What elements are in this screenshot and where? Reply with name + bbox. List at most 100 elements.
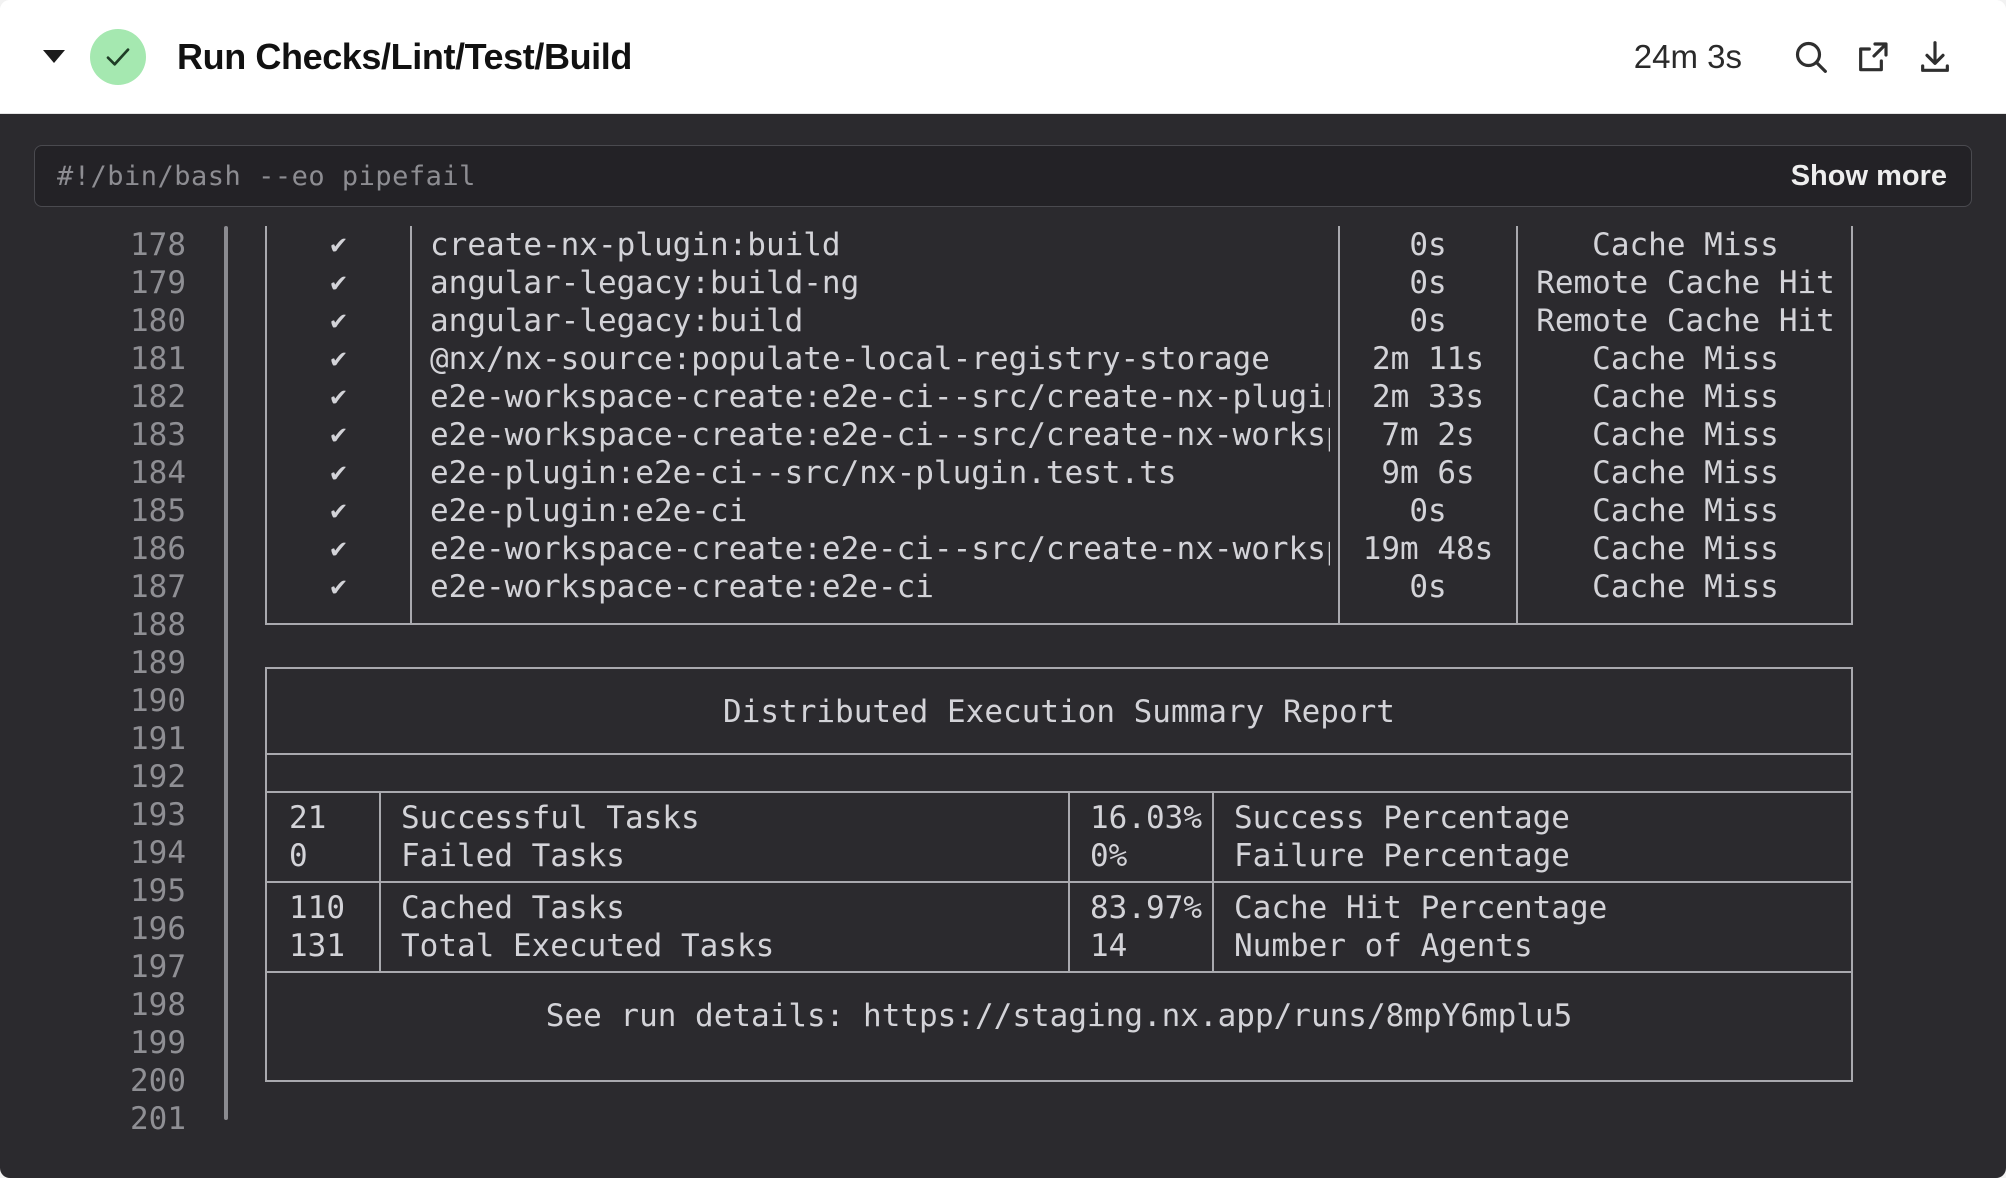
line-number: 197 (130, 949, 186, 985)
task-cache-status: Cache Miss (1592, 455, 1779, 491)
summary-run-details-link[interactable]: See run details: https://staging.nx.app/… (545, 998, 1573, 1034)
table-divider (1068, 793, 1070, 881)
task-status-check-icon: ✔ (330, 267, 347, 298)
stat-percent-label: Success Percentage (1234, 800, 1570, 836)
task-status-check-icon: ✔ (330, 381, 347, 412)
task-name: @nx/nx-source:populate-local-registry-st… (430, 341, 1270, 377)
stat-percent-label: Failure Percentage (1234, 838, 1570, 874)
show-more-button[interactable]: Show more (1790, 159, 1947, 192)
summary-row: 21 Successful Tasks 16.03% Success Perce… (267, 799, 1851, 837)
log-console: Show more 178179180181182183184185186187… (0, 114, 2006, 1178)
command-searchbar[interactable]: Show more (34, 145, 1972, 207)
table-row: ✔ @nx/nx-source:populate-local-registry-s… (267, 340, 1851, 378)
line-number: 184 (130, 455, 186, 491)
table-divider (1212, 793, 1214, 881)
task-cache-status: Cache Miss (1592, 379, 1779, 415)
stat-percent-label: Number of Agents (1234, 928, 1533, 964)
line-number: 179 (130, 265, 186, 301)
stat-percent: 14 (1090, 928, 1128, 964)
summary-row: 110 Cached Tasks 83.97% Cache Hit Percen… (267, 889, 1851, 927)
line-number: 181 (130, 341, 186, 377)
line-number: 187 (130, 569, 186, 605)
task-status-check-icon: ✔ (330, 457, 347, 488)
line-number: 189 (130, 645, 186, 681)
task-duration: 0s (1409, 227, 1447, 263)
external-link-icon (1859, 41, 1888, 71)
open-external-button[interactable] (1842, 26, 1904, 88)
summary-title: Distributed Execution Summary Report (267, 669, 1851, 755)
task-cache-status: Cache Miss (1592, 417, 1779, 453)
page-title: Run Checks/Lint/Test/Build (177, 35, 632, 77)
table-row: ✔ e2e-plugin:e2e-ci 0s Cache Miss (267, 492, 1851, 530)
expand-collapse-toggle[interactable] (34, 50, 74, 63)
download-icon (1921, 40, 1949, 72)
search-button[interactable] (1780, 26, 1842, 88)
table-divider (1516, 226, 1518, 623)
task-duration: 2m 11s (1372, 341, 1484, 377)
search-input[interactable] (57, 160, 1771, 192)
table-row: ✔ e2e-workspace-create:e2e-ci 0s Cache Miss (267, 568, 1851, 606)
task-cache-status: Remote Cache Hit (1536, 303, 1835, 339)
task-duration: 9m 6s (1381, 455, 1475, 491)
table-divider (379, 793, 381, 881)
task-duration: 7m 2s (1381, 417, 1475, 453)
line-number: 199 (130, 1025, 186, 1061)
search-icon (1795, 41, 1827, 73)
status-badge (90, 28, 146, 85)
log-output-area[interactable]: 178 179 180 181 182 183 184 185 186 187 188 189 190 1… (0, 226, 2006, 1178)
line-number: 178 (130, 227, 186, 263)
line-number: 192 (130, 759, 186, 795)
table-row: ✔ angular-legacy:build-ng 0s Remote Cache H… (267, 264, 1851, 302)
task-results-table: ✔ create-nx-plugin:build 0s Cache Miss ✔ angu… (265, 226, 1853, 625)
chevron-down-icon (43, 50, 65, 63)
task-duration: 0s (1409, 569, 1447, 605)
table-divider (379, 883, 381, 971)
task-duration: 0s (1409, 303, 1447, 339)
task-name: e2e-plugin:e2e-ci (430, 493, 748, 529)
task-status-check-icon: ✔ (330, 305, 347, 336)
task-duration: 0s (1409, 493, 1447, 529)
task-name: e2e-plugin:e2e-ci--src/nx-plugin.test.ts (430, 455, 1177, 491)
stat-percent-label: Cache Hit Percentage (1234, 890, 1608, 926)
task-status-check-icon: ✔ (330, 419, 347, 450)
table-row: ✔ e2e-workspace-create:e2e-ci--src/create… (267, 530, 1851, 568)
task-status-check-icon: ✔ (330, 533, 347, 564)
line-number: 183 (130, 417, 186, 453)
stat-label: Total Executed Tasks (401, 928, 775, 964)
summary-row: 131 Total Executed Tasks 14 Number of Ag… (267, 927, 1851, 965)
stat-value: 131 (289, 928, 345, 964)
task-cache-status: Cache Miss (1592, 531, 1779, 567)
check-icon (106, 47, 130, 66)
line-number: 196 (130, 911, 186, 947)
task-name: angular-legacy:build-ng (430, 265, 860, 301)
line-number: 201 (130, 1101, 186, 1137)
summary-stat-block: 21 Successful Tasks 16.03% Success Perce… (267, 793, 1851, 883)
task-status-check-icon: ✔ (330, 571, 347, 602)
line-number: 188 (130, 607, 186, 643)
table-row: ✔ e2e-workspace-create:e2e-ci--src/create… (267, 378, 1851, 416)
task-cache-status: Remote Cache Hit (1536, 265, 1835, 301)
stat-percent: 0% (1090, 838, 1128, 874)
table-divider (1338, 226, 1340, 623)
task-name: e2e-workspace-create:e2e-ci--src/create-… (430, 379, 1330, 415)
task-cache-status: Cache Miss (1592, 341, 1779, 377)
line-number: 194 (130, 835, 186, 871)
log-header: Run Checks/Lint/Test/Build 24m 3s (0, 0, 2006, 114)
task-status-check-icon: ✔ (330, 229, 347, 260)
log-content: ✔ create-nx-plugin:build 0s Cache Miss ✔ angu… (0, 226, 2006, 1178)
table-divider (1212, 883, 1214, 971)
summary-table: Distributed Execution Summary Report 21 … (265, 667, 1853, 1082)
stat-percent: 16.03% (1090, 800, 1202, 836)
task-duration: 0s (1409, 265, 1447, 301)
task-name: e2e-workspace-create:e2e-ci--src/create-… (430, 531, 1330, 567)
table-row: ✔ angular-legacy:build 0s Remote Cache Hit (267, 302, 1851, 340)
run-duration: 24m 3s (1633, 37, 1742, 75)
task-duration: 19m 48s (1362, 531, 1494, 567)
download-button[interactable] (1904, 26, 1966, 88)
summary-stat-block: 110 Cached Tasks 83.97% Cache Hit Percen… (267, 883, 1851, 973)
table-row: ✔ e2e-workspace-create:e2e-ci--src/create… (267, 416, 1851, 454)
table-divider (410, 226, 412, 623)
stat-percent: 83.97% (1090, 890, 1202, 926)
line-number: 198 (130, 987, 186, 1023)
